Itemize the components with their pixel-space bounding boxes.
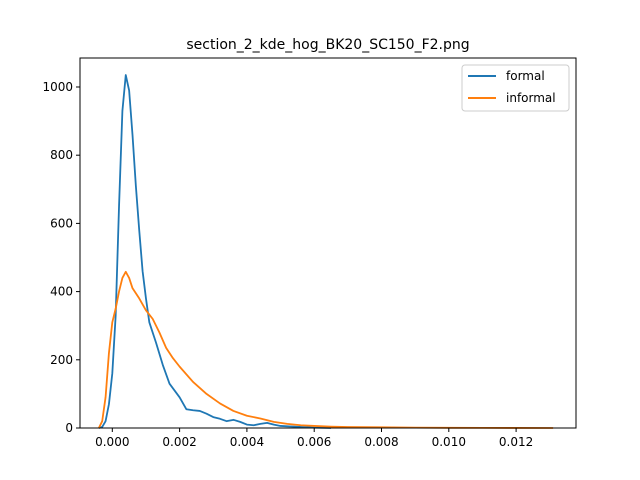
x-tick-label: 0.012 (499, 435, 533, 449)
y-tick-label: 400 (50, 285, 73, 299)
y-axis: 0 200 400 600 800 1000 (42, 80, 80, 435)
x-tick-label: 0.010 (432, 435, 466, 449)
series-layer (98, 74, 554, 429)
y-tick-label: 1000 (42, 80, 73, 94)
x-tick-label: 0.000 (95, 435, 129, 449)
x-tick-label: 0.006 (297, 435, 331, 449)
series-line-informal (98, 270, 554, 429)
y-tick-label: 800 (50, 148, 73, 162)
y-tick-label: 200 (50, 353, 73, 367)
plot-frame (79, 57, 577, 429)
y-tick-label: 0 (65, 421, 73, 435)
y-tick-label: 600 (50, 216, 73, 230)
x-tick-label: 0.004 (230, 435, 264, 449)
series-line-formal (98, 74, 332, 429)
legend-formal-label: formal (506, 69, 545, 83)
legend: formal informal (461, 64, 570, 112)
legend-informal-label: informal (506, 91, 556, 105)
x-tick-label: 0.002 (162, 435, 196, 449)
x-tick-label: 0.008 (364, 435, 398, 449)
x-axis: 0.000 0.002 0.004 0.006 0.008 0.010 0.012 (95, 428, 533, 449)
chart-title: section_2_kde_hog_BK20_SC150_F2.png (186, 37, 469, 53)
